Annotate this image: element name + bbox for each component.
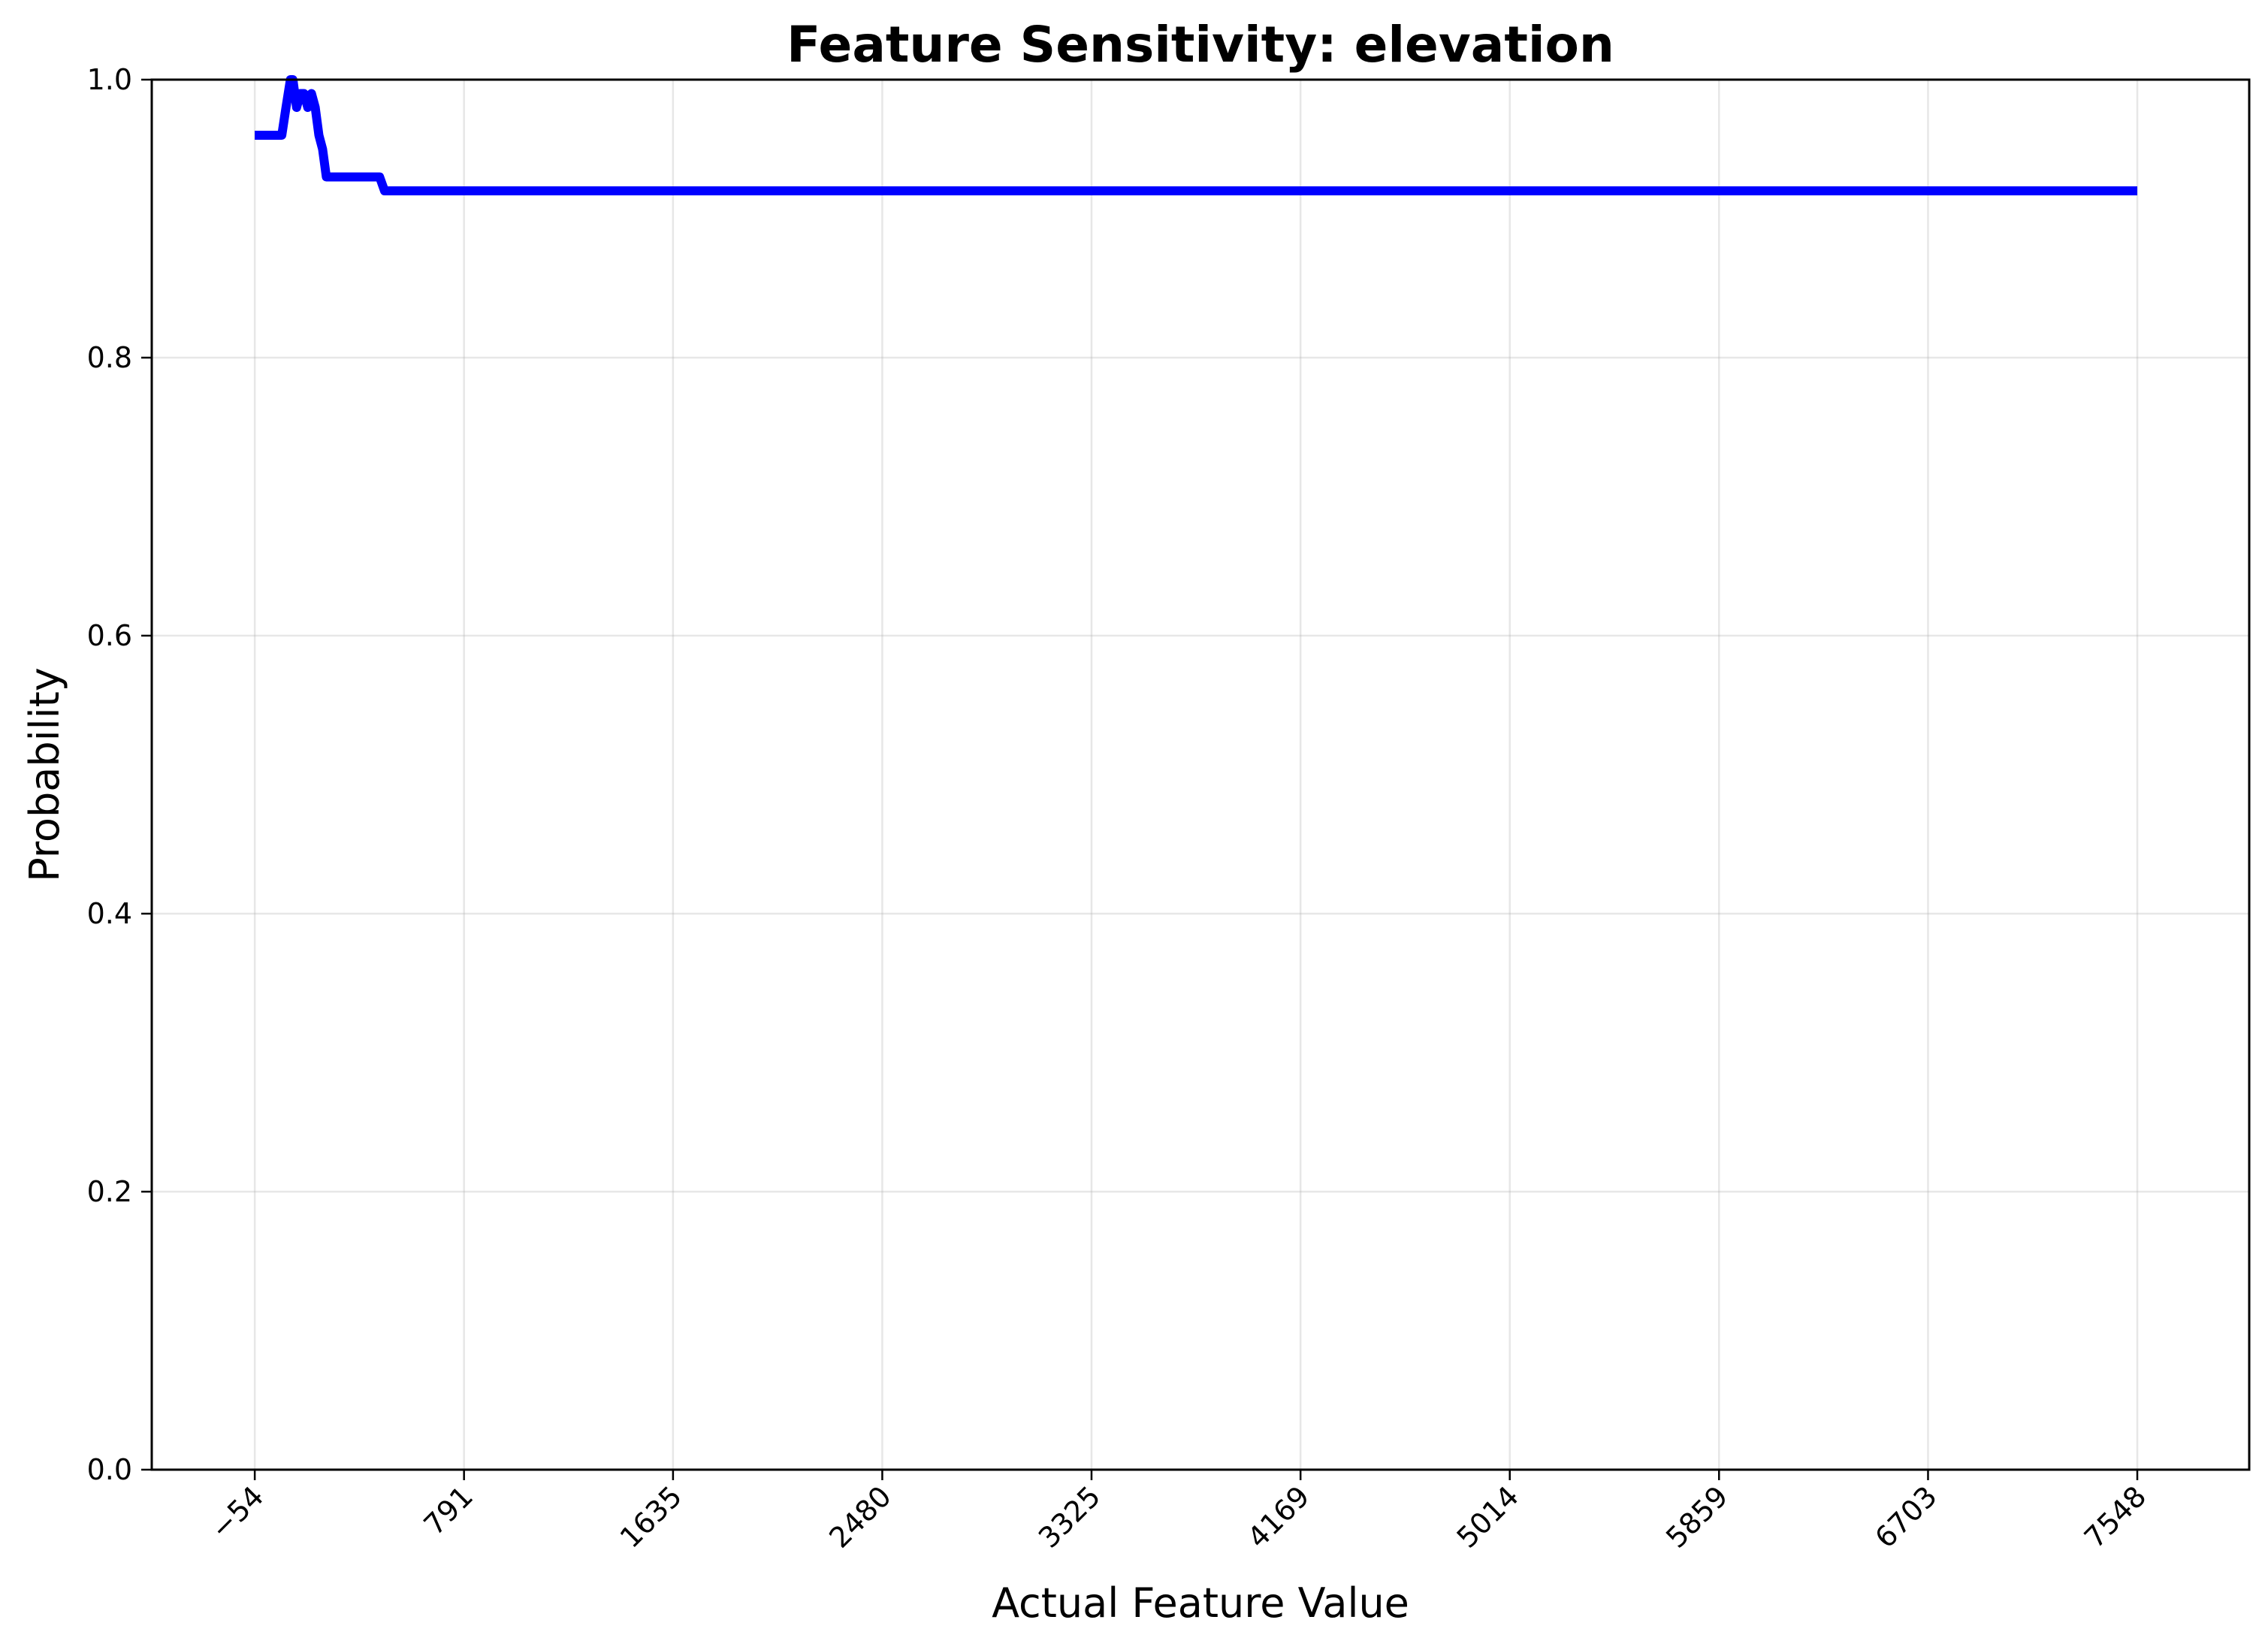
y-tick-label: 0.8 (87, 341, 132, 374)
y-tick-label: 1.0 (87, 63, 132, 96)
y-tick-label: 0.0 (87, 1453, 132, 1486)
y-tick-label: 0.6 (87, 619, 132, 652)
y-tick-label: 0.4 (87, 897, 132, 930)
x-axis-label: Actual Feature Value (992, 1579, 1409, 1627)
plot-area-frame (150, 78, 2251, 1471)
series-layer (255, 75, 2137, 195)
y-axis-label: Probability (21, 667, 68, 881)
chart-title: Feature Sensitivity: elevation (787, 16, 1614, 74)
y-tick-label: 0.2 (87, 1175, 132, 1208)
series-line-0 (255, 75, 2137, 195)
